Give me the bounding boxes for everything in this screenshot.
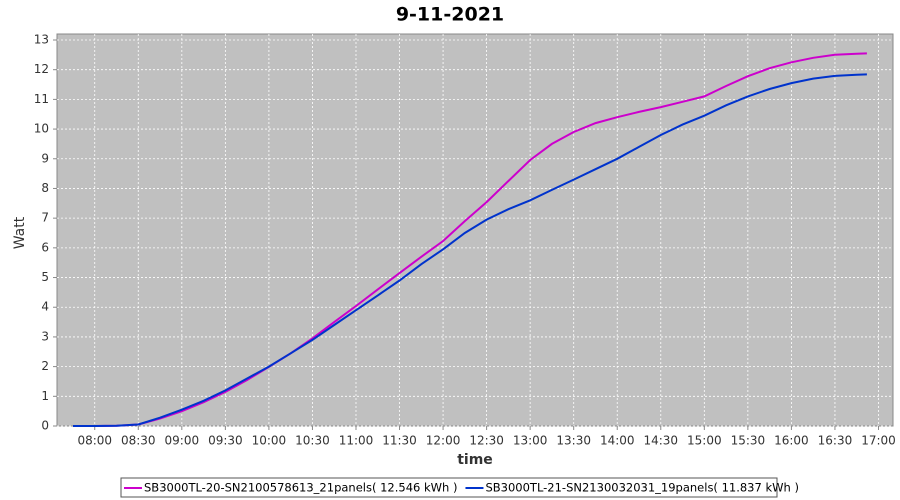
x-tick-label: 14:30: [643, 434, 678, 448]
x-tick-label: 08:30: [121, 434, 156, 448]
y-tick-label: 8: [41, 181, 49, 195]
x-tick-label: 11:30: [382, 434, 417, 448]
x-tick-label: 12:00: [426, 434, 461, 448]
y-axis-label: Watt: [12, 216, 28, 249]
y-tick-label: 12: [34, 62, 49, 76]
y-tick-label: 0: [41, 419, 49, 433]
y-tick-label: 2: [41, 359, 49, 373]
x-tick-label: 11:00: [339, 434, 374, 448]
x-tick-label: 15:00: [687, 434, 722, 448]
y-tick-label: 13: [34, 33, 49, 47]
y-tick-label: 10: [34, 122, 49, 136]
x-tick-label: 15:30: [731, 434, 766, 448]
x-tick-label: 14:00: [600, 434, 635, 448]
legend-label: SB3000TL-20-SN2100578613_21panels( 12.54…: [144, 481, 457, 495]
x-tick-label: 16:30: [818, 434, 853, 448]
y-tick-label: 11: [34, 92, 49, 106]
x-tick-label: 09:30: [208, 434, 243, 448]
x-tick-label: 16:00: [774, 434, 809, 448]
legend-box: [120, 477, 778, 498]
x-axis-label: time: [457, 452, 493, 468]
legend: [120, 477, 778, 498]
y-tick-label: 7: [41, 211, 49, 225]
x-tick-label: 13:00: [513, 434, 548, 448]
y-tick-label: 5: [41, 270, 49, 284]
series-line: [73, 52, 867, 427]
plot-area: [56, 33, 894, 427]
x-tick-label: 13:30: [556, 434, 591, 448]
chart-title: 9-11-2021: [396, 4, 504, 26]
y-tick-label: 9: [41, 151, 49, 165]
x-tick-label: 12:30: [469, 434, 504, 448]
y-tick-label: 1: [41, 389, 49, 403]
legend-label: SB3000TL-21-SN2130032031_19panels( 11.83…: [485, 481, 798, 495]
y-tick-label: 3: [41, 329, 49, 343]
y-tick-label: 4: [41, 300, 49, 314]
series-line: [73, 73, 867, 427]
x-tick-label: 08:00: [77, 434, 112, 448]
x-tick-label: 17:00: [861, 434, 896, 448]
x-tick-label: 09:00: [165, 434, 200, 448]
x-tick-label: 10:30: [295, 434, 330, 448]
x-tick-label: 10:00: [252, 434, 287, 448]
y-tick-label: 6: [41, 240, 49, 254]
